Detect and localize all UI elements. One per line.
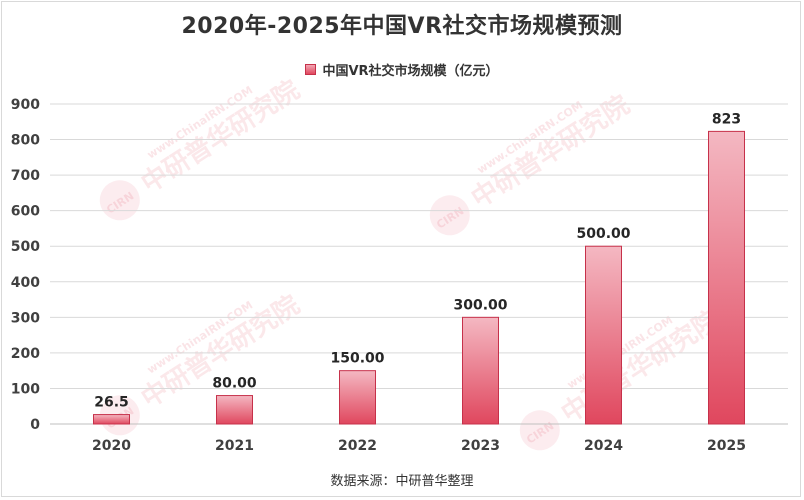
y-tick-label: 100 <box>11 381 40 397</box>
bar-2020 <box>93 414 130 425</box>
watermark-badge <box>429 195 470 236</box>
data-label-2025: 823 <box>712 111 741 127</box>
y-tick-label: 900 <box>11 97 40 113</box>
y-tick-label: 300 <box>11 310 40 326</box>
x-tick-label: 2022 <box>338 438 377 454</box>
source-note: 数据来源：中研普华整理 <box>330 474 474 489</box>
data-label-2020: 26.5 <box>94 395 129 411</box>
x-tick-label: 2020 <box>92 438 131 454</box>
x-tick-label: 2023 <box>461 438 500 454</box>
x-tick-label: 2025 <box>707 438 746 454</box>
watermark-badge <box>519 410 560 451</box>
watermark-text: 中研普华研究院 <box>136 74 306 199</box>
data-label-2022: 150.00 <box>330 351 384 367</box>
legend-label: 中国VR社交市场规模（亿元） <box>322 64 499 79</box>
bar-2021 <box>216 395 253 425</box>
y-tick-label: 400 <box>11 275 40 291</box>
data-label-2023: 300.00 <box>453 297 507 313</box>
data-label-2021: 80.00 <box>212 376 257 392</box>
y-tick-label: 0 <box>30 417 40 433</box>
axes: 0 100 200 300 400 500 600 700 800 900 <box>11 97 788 433</box>
x-tick-label: 2021 <box>215 438 254 454</box>
watermark-text: 中研普华研究院 <box>556 304 726 429</box>
y-tick-label: 800 <box>11 133 40 149</box>
bar-2022 <box>339 370 376 425</box>
legend: 中国VR社交市场规模（亿元） <box>0 60 804 79</box>
bar-2024 <box>585 245 622 425</box>
bars <box>93 130 745 425</box>
data-labels: 26.5 2020 80.00 2021 150.00 2022 300.00 2023 500… <box>92 111 746 454</box>
chart-title: 2020年-2025年中国VR社交市场规模预测 <box>181 14 623 39</box>
x-tick-label: 2024 <box>584 438 623 454</box>
bar-2025 <box>708 130 745 425</box>
bar-2023 <box>462 316 499 425</box>
legend-swatch <box>305 64 317 75</box>
y-tick-label: 600 <box>11 204 40 220</box>
y-tick-label: 500 <box>11 239 40 255</box>
data-label-2024: 500.00 <box>576 226 630 242</box>
y-tick-label: 200 <box>11 346 40 362</box>
y-tick-label: 700 <box>11 168 40 184</box>
watermark-text: 中研普华研究院 <box>466 89 636 214</box>
